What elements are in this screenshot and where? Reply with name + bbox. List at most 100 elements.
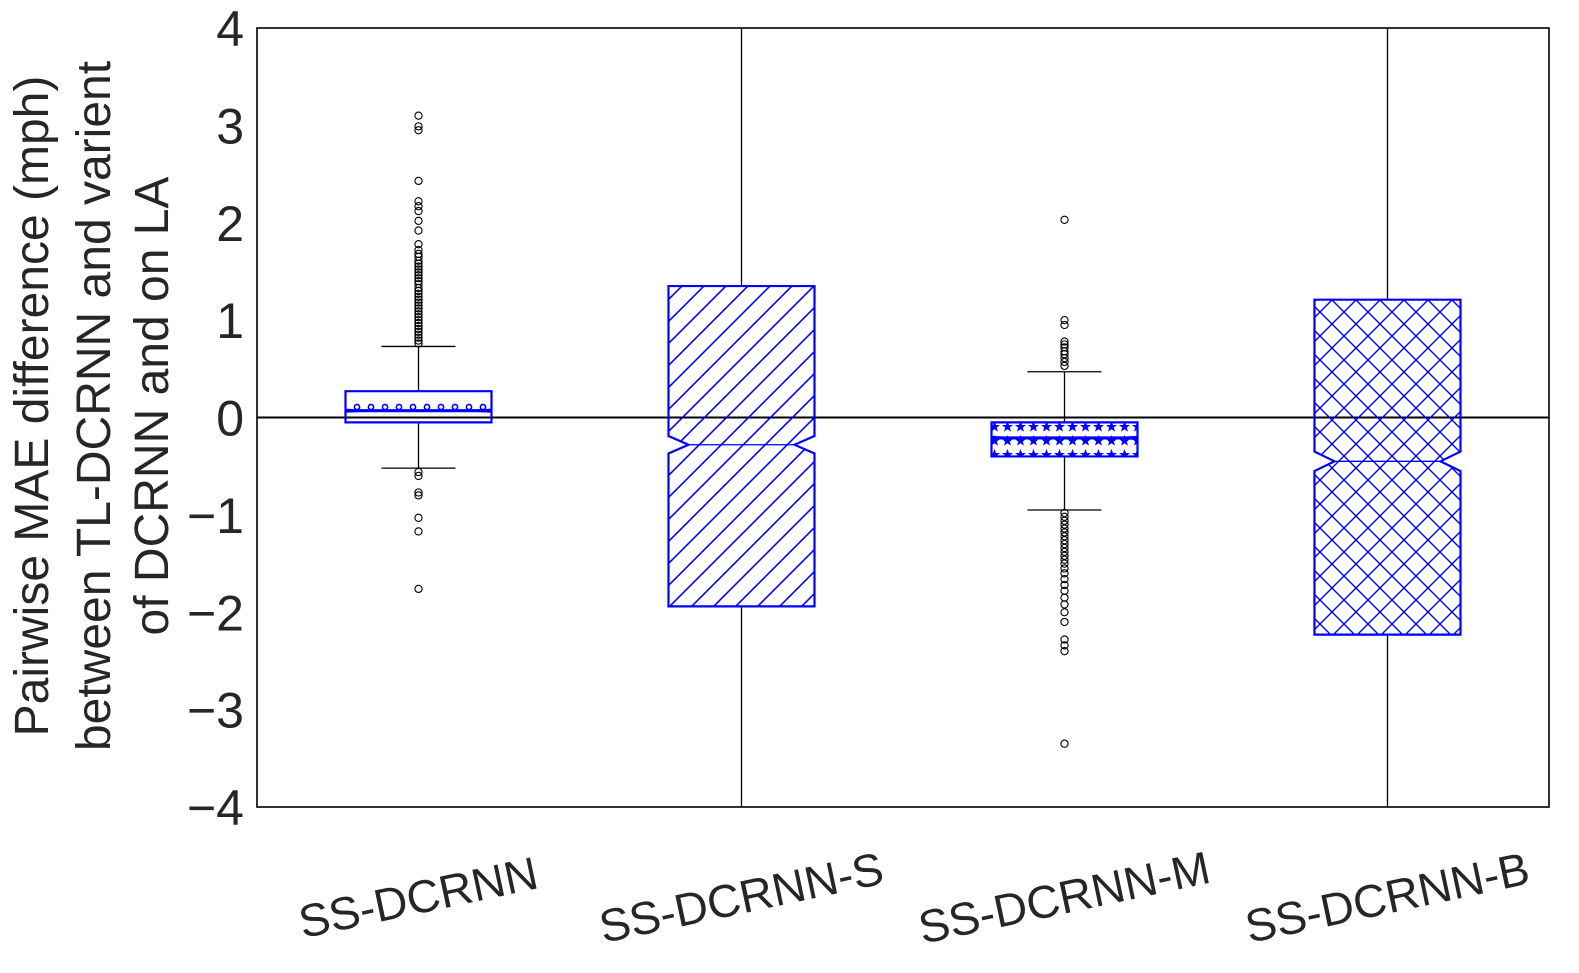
outlier-point (1060, 320, 1069, 330)
outlier-point (1060, 564, 1069, 573)
outlier-point (414, 111, 423, 120)
outlier-point (1060, 215, 1069, 224)
outlier-point (414, 513, 423, 522)
outlier-point (1060, 508, 1069, 518)
outlier-point (1060, 559, 1069, 568)
outlier-point (1060, 520, 1069, 529)
outlier-point (1060, 555, 1069, 564)
outlier-point (1060, 524, 1069, 533)
outlier-point (414, 471, 423, 481)
box-group-ss-dcrnn-s (667, 28, 816, 807)
box-group-ss-dcrnn (344, 111, 493, 594)
outlier-point (1060, 337, 1069, 346)
x-category-label: SS-DCRNN-B (1241, 842, 1534, 953)
x-category-label: SS-DCRNN-M (914, 841, 1215, 953)
outlier-point (1060, 608, 1069, 617)
outlier-point (1060, 574, 1069, 584)
box-body (1313, 298, 1462, 636)
outlier-point (1060, 353, 1069, 363)
outlier-point (414, 318, 423, 328)
y-tick-label: 4 (216, 1, 244, 57)
y-tick-label: 3 (216, 98, 244, 154)
outlier-point (414, 333, 423, 342)
outlier-point (414, 202, 423, 211)
plot-frame (256, 27, 1550, 808)
outlier-point (414, 298, 423, 307)
outlier-point (414, 197, 423, 206)
x-category-label: SS-DCRNN-S (595, 842, 888, 953)
y-tick-label: −1 (187, 488, 244, 544)
outlier-point (414, 176, 423, 186)
outlier-point (414, 274, 423, 283)
outlier-point (414, 491, 423, 500)
outlier-point (414, 336, 423, 345)
outlier-point (414, 310, 423, 319)
outlier-point (1060, 516, 1069, 525)
x-category-label: SS-DCRNN (294, 847, 542, 948)
y-axis-title-line: of DCRNN and on LA (126, 177, 179, 636)
outlier-point (414, 283, 423, 293)
outlier-point (414, 313, 423, 322)
outlier-point (1060, 547, 1069, 557)
outlier-point (1060, 617, 1069, 627)
outlier-point (414, 467, 423, 477)
outlier-point (1060, 532, 1069, 541)
outlier-point (1060, 357, 1069, 367)
y-tick-label: −4 (187, 780, 244, 836)
outlier-point (414, 304, 423, 313)
outlier-point (1060, 635, 1069, 644)
box-body (344, 390, 493, 424)
outlier-point (1060, 647, 1069, 656)
outlier-point (414, 321, 423, 331)
box-body (667, 284, 816, 608)
outlier-point (1060, 315, 1069, 325)
outlier-point (414, 216, 423, 225)
outlier-point (414, 339, 423, 348)
outlier-point (1060, 350, 1069, 359)
outlier-point (414, 307, 423, 316)
outlier-point (414, 265, 423, 274)
outlier-point (414, 206, 423, 216)
outlier-point (414, 262, 423, 271)
outlier-point (414, 122, 423, 131)
outlier-point (414, 240, 423, 249)
box-group-ss-dcrnn-b (1313, 28, 1462, 807)
box-group-ss-dcrnn-m (990, 215, 1139, 748)
outlier-point (1060, 551, 1069, 560)
outlier-point (1060, 593, 1069, 602)
outlier-point (414, 301, 423, 310)
y-tick-label: 1 (216, 293, 244, 349)
outlier-point (1060, 536, 1069, 545)
outlier-point (1060, 512, 1069, 521)
y-tick-label: 2 (216, 196, 244, 252)
outlier-point (414, 226, 423, 235)
outlier-point (414, 286, 423, 296)
outlier-point (1060, 543, 1069, 553)
y-tick-label: −3 (187, 683, 244, 739)
outlier-point (414, 488, 423, 497)
y-tick-label: 0 (216, 391, 244, 447)
outlier-point (414, 292, 423, 301)
outlier-point (414, 271, 423, 280)
outlier-point (1060, 739, 1069, 748)
outlier-point (414, 330, 423, 339)
outlier-point (1060, 528, 1069, 537)
outlier-point (414, 289, 423, 298)
outlier-point (414, 126, 423, 135)
outlier-point (1060, 641, 1069, 650)
outlier-point (414, 268, 423, 277)
outlier-point (414, 315, 423, 325)
outlier-point (414, 324, 423, 334)
outlier-point (414, 259, 423, 268)
outlier-point (1060, 569, 1069, 578)
outlier-point (414, 584, 423, 594)
outlier-point (414, 327, 423, 336)
y-axis-title-line: between TL-DCRNN and varient (68, 61, 121, 751)
y-axis-title-line: Pairwise MAE difference (mph) (6, 76, 59, 737)
outlier-point (414, 527, 423, 536)
outlier-point (1060, 600, 1069, 609)
y-tick-label: −2 (187, 585, 244, 641)
outlier-point (414, 295, 423, 304)
outlier-point (1060, 580, 1069, 590)
